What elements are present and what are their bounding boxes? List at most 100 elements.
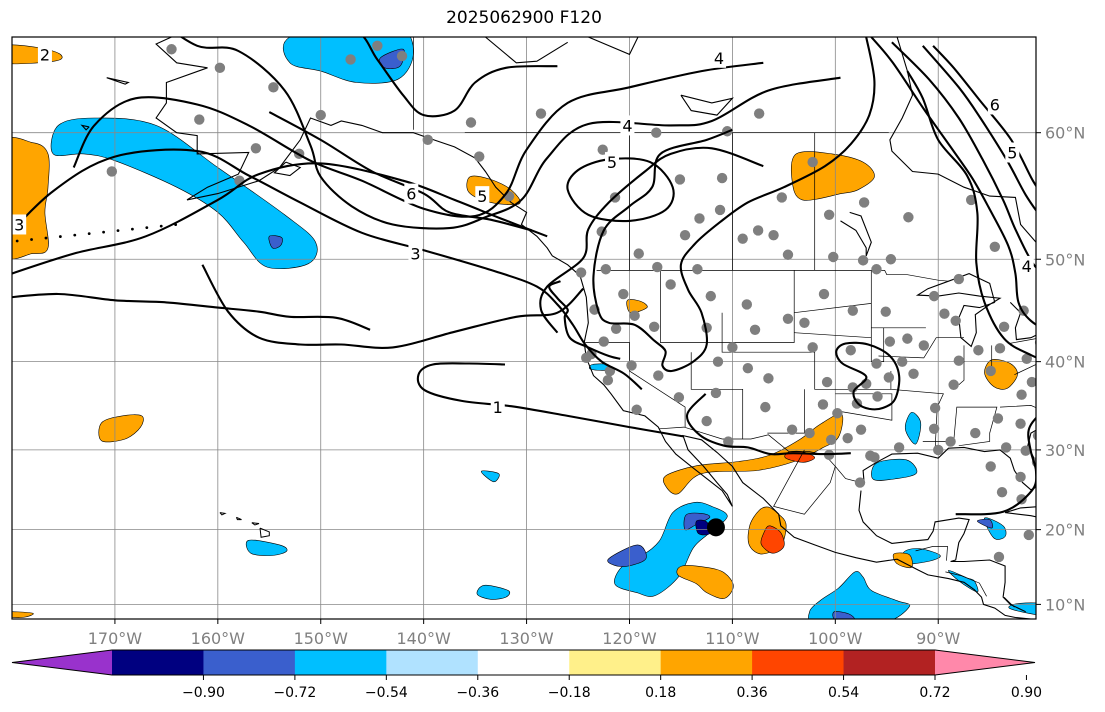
station-marker — [1041, 380, 1051, 390]
station-marker — [106, 166, 118, 177]
station-marker — [883, 372, 895, 383]
contour-label-bg — [1019, 255, 1034, 276]
contour-line-18 — [870, 37, 1036, 326]
station-marker — [600, 264, 612, 275]
contour-line-19 — [906, 70, 1036, 359]
contour-label: 3 — [14, 215, 24, 234]
political-border-2 — [659, 426, 865, 484]
colorbar-segment — [203, 650, 296, 675]
station-marker — [845, 345, 856, 356]
station-marker — [712, 356, 724, 367]
station-marker — [832, 408, 843, 419]
station-marker — [897, 356, 908, 367]
station-marker — [753, 108, 765, 119]
station-marker — [918, 340, 930, 351]
station-marker — [818, 288, 830, 300]
station-marker — [854, 477, 866, 488]
station-marker — [692, 264, 703, 275]
station-marker — [871, 358, 882, 369]
station-marker — [705, 290, 716, 302]
contour-line-11 — [548, 280, 621, 360]
station-marker — [710, 387, 722, 399]
contour-label: 4 — [714, 49, 724, 68]
political-border-28 — [773, 449, 836, 515]
coastline-9 — [588, 37, 639, 56]
station-marker — [1016, 389, 1027, 400]
station-marker — [992, 413, 1004, 424]
station-marker — [714, 204, 726, 216]
contour-line-20 — [592, 37, 876, 373]
political-border-10 — [721, 312, 891, 390]
station-marker — [998, 321, 1010, 332]
station-marker — [933, 444, 944, 456]
contour-lines-layer — [12, 37, 1036, 516]
longitude-tick-labels: 170°W 160°W 150°W 140°W 130°W 120°W 110°W 100°W… — [88, 619, 960, 648]
station-marker — [965, 194, 977, 206]
station-marker — [1016, 494, 1027, 505]
station-marker — [776, 192, 788, 203]
station-marker — [828, 251, 839, 263]
station-marker — [741, 299, 753, 310]
shaded-region-3-0 — [12, 137, 50, 260]
lat-tick-label: 60°N — [1045, 124, 1085, 143]
station-marker — [945, 436, 956, 447]
lon-tick-label: 120°W — [602, 629, 657, 648]
station-marker — [626, 360, 637, 371]
station-marker — [727, 342, 738, 353]
station-marker — [939, 308, 950, 319]
contour-label-bg — [620, 115, 635, 136]
station-marker — [903, 212, 914, 223]
shaded-region-3-11 — [626, 299, 648, 314]
station-marker — [985, 365, 996, 377]
political-border-20 — [958, 345, 965, 386]
colorbar-label: −0.36 — [456, 685, 499, 701]
station-marker — [575, 267, 587, 278]
shaded-region-1-3 — [832, 611, 855, 619]
political-border-25 — [915, 546, 948, 561]
shaded-region-0-5 — [245, 539, 288, 556]
contour-line-12 — [686, 393, 851, 456]
political-border-11 — [794, 303, 872, 314]
station-marker — [653, 370, 664, 381]
station-marker — [884, 336, 896, 347]
political-border-23 — [999, 405, 1036, 409]
aleutian-island — [116, 229, 120, 233]
station-marker — [674, 174, 686, 185]
lon-tick-label: 140°W — [396, 629, 451, 648]
coastline-1 — [862, 429, 1036, 491]
contour-label-bg — [12, 214, 27, 235]
colorbar-label: 0.54 — [828, 685, 859, 701]
station-marker — [742, 362, 754, 374]
station-marker — [804, 427, 815, 439]
coastline-10 — [840, 211, 872, 257]
station-marker — [993, 551, 1005, 563]
station-markers-layer — [106, 40, 1051, 563]
shaded-region-3-5 — [676, 565, 734, 599]
station-marker — [929, 402, 941, 414]
station-marker — [858, 197, 870, 208]
station-marker — [648, 321, 660, 332]
contour-label: 6 — [990, 95, 1000, 114]
shaded-region-0-10 — [1008, 602, 1036, 615]
station-marker — [760, 401, 771, 413]
colorbar-label: −0.54 — [365, 685, 408, 701]
contour-line-13 — [955, 416, 1036, 516]
coastline-11 — [889, 37, 1036, 243]
station-marker — [953, 355, 965, 366]
aleutian-island — [15, 239, 19, 243]
station-marker — [535, 108, 547, 119]
station-marker — [581, 352, 592, 364]
station-marker — [948, 379, 959, 390]
station-marker — [194, 114, 205, 125]
lat-tick-label: 20°N — [1045, 521, 1085, 540]
contour-label: 1 — [493, 398, 503, 417]
station-marker — [763, 373, 774, 384]
colorbar: −0.90 −0.72 −0.54 −0.36 −0.18 0.18 0.36 0.54 0.7… — [11, 649, 1042, 701]
station-marker — [807, 342, 818, 353]
lat-tick-label: 30°N — [1045, 441, 1085, 460]
lon-tick-label: 110°W — [705, 629, 760, 648]
station-marker — [679, 229, 691, 241]
contour-line-9 — [539, 146, 764, 334]
station-marker — [970, 427, 981, 439]
shaded-region-0-7 — [871, 458, 918, 481]
